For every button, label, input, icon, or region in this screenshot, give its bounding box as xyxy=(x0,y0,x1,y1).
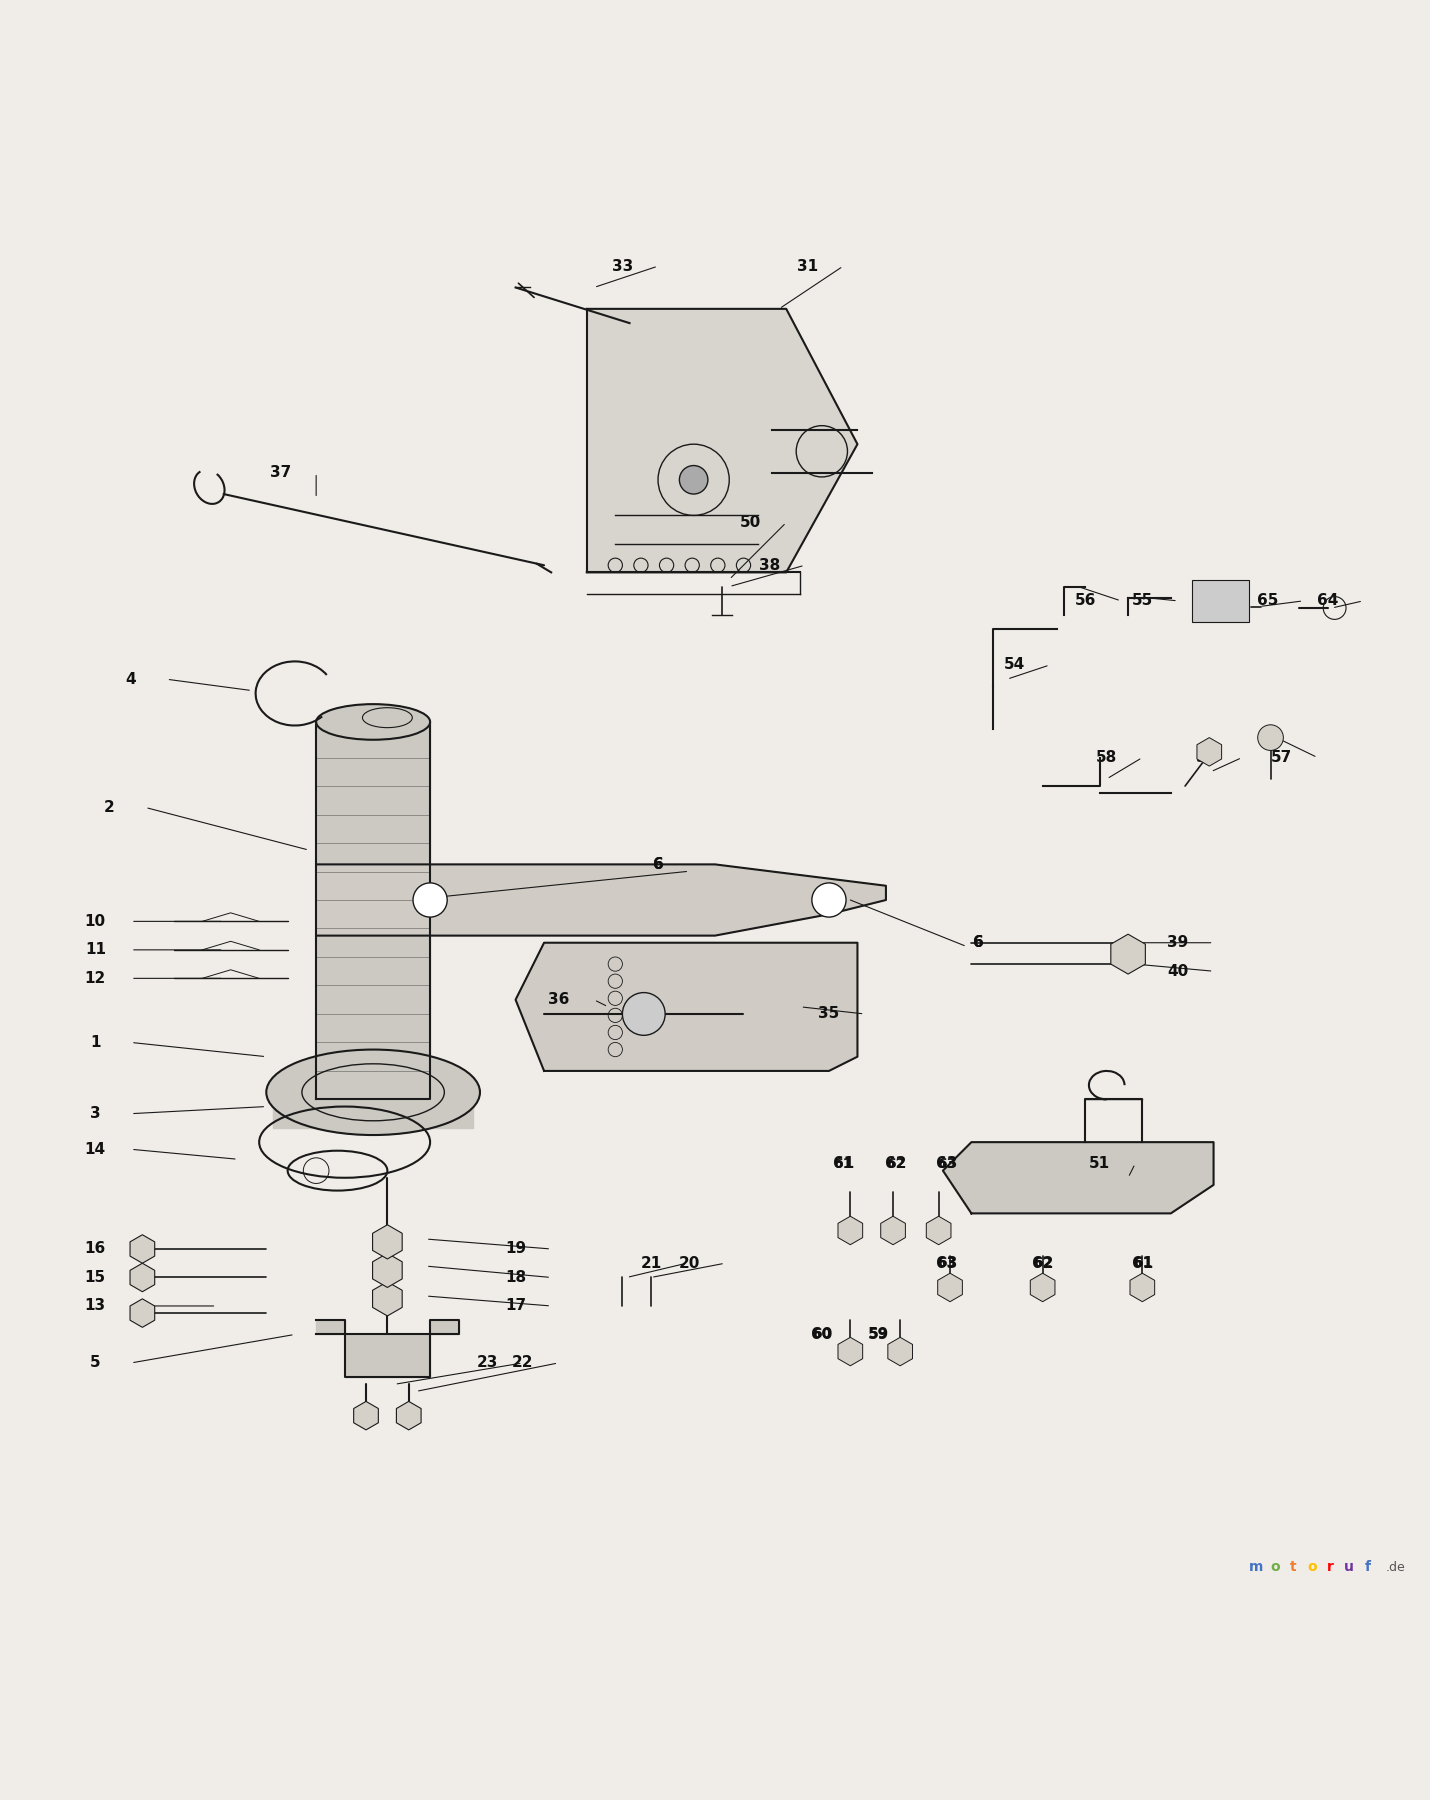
Circle shape xyxy=(679,466,708,493)
Text: o: o xyxy=(1307,1561,1317,1573)
Polygon shape xyxy=(316,864,887,936)
Text: .de: .de xyxy=(1386,1561,1406,1573)
Text: 35: 35 xyxy=(818,1006,839,1021)
Text: 33: 33 xyxy=(612,259,633,274)
Text: 53: 53 xyxy=(1195,594,1217,608)
Polygon shape xyxy=(516,943,858,1071)
Text: 13: 13 xyxy=(84,1298,106,1314)
Text: 15: 15 xyxy=(84,1271,106,1285)
Bar xyxy=(1193,580,1250,623)
Text: 63: 63 xyxy=(938,1157,957,1170)
Text: 18: 18 xyxy=(505,1271,526,1285)
Text: 6: 6 xyxy=(652,857,664,871)
Polygon shape xyxy=(273,1093,473,1129)
Text: 61: 61 xyxy=(834,1157,852,1170)
Text: 65: 65 xyxy=(1257,594,1278,608)
Text: 19: 19 xyxy=(505,1242,526,1256)
Text: m: m xyxy=(1248,1561,1264,1573)
Text: o: o xyxy=(1270,1561,1280,1573)
Polygon shape xyxy=(316,722,430,1100)
Ellipse shape xyxy=(266,1049,480,1136)
Text: 4: 4 xyxy=(126,671,136,688)
Circle shape xyxy=(812,884,847,916)
Ellipse shape xyxy=(316,704,430,740)
Text: 59: 59 xyxy=(869,1327,888,1341)
Text: 50: 50 xyxy=(739,515,761,529)
Text: 22: 22 xyxy=(512,1355,533,1370)
Text: 38: 38 xyxy=(758,558,779,572)
Text: 20: 20 xyxy=(679,1256,701,1271)
Text: 6: 6 xyxy=(974,936,984,950)
Text: 3: 3 xyxy=(90,1107,100,1121)
Text: 62: 62 xyxy=(1032,1256,1052,1271)
Text: 14: 14 xyxy=(84,1141,106,1157)
Text: 60: 60 xyxy=(811,1327,832,1343)
Circle shape xyxy=(1258,725,1283,751)
Text: 56: 56 xyxy=(1075,594,1095,608)
Text: 62: 62 xyxy=(885,1156,907,1172)
Polygon shape xyxy=(586,310,858,572)
Text: 6: 6 xyxy=(652,857,664,871)
Text: 39: 39 xyxy=(1167,936,1188,950)
Text: 10: 10 xyxy=(84,914,106,929)
Polygon shape xyxy=(316,1319,459,1377)
Text: 57: 57 xyxy=(1271,751,1293,765)
Text: 6: 6 xyxy=(974,936,984,950)
Text: 64: 64 xyxy=(1317,594,1338,608)
Text: 1: 1 xyxy=(90,1035,100,1049)
Text: 12: 12 xyxy=(84,970,106,986)
Circle shape xyxy=(413,884,448,916)
Text: r: r xyxy=(1327,1561,1334,1573)
Text: 61: 61 xyxy=(1131,1256,1153,1271)
Text: 62: 62 xyxy=(1032,1256,1054,1271)
Text: 55: 55 xyxy=(1131,594,1153,608)
Text: 61: 61 xyxy=(832,1156,854,1172)
Text: 21: 21 xyxy=(641,1256,662,1271)
Text: 37: 37 xyxy=(270,464,292,481)
Text: 2: 2 xyxy=(104,799,114,815)
Text: 63: 63 xyxy=(937,1156,958,1172)
Text: 54: 54 xyxy=(1004,657,1025,673)
Text: 62: 62 xyxy=(887,1157,905,1170)
Text: 58: 58 xyxy=(1097,751,1117,765)
Text: 31: 31 xyxy=(797,259,818,274)
Text: 63: 63 xyxy=(937,1256,958,1271)
Text: t: t xyxy=(1290,1561,1297,1573)
Text: 40: 40 xyxy=(1167,963,1188,979)
Text: 59: 59 xyxy=(868,1327,889,1343)
Text: 16: 16 xyxy=(84,1242,106,1256)
Text: 17: 17 xyxy=(505,1298,526,1314)
Text: u: u xyxy=(1344,1561,1354,1573)
Text: 36: 36 xyxy=(548,992,569,1008)
Text: 60: 60 xyxy=(812,1327,831,1341)
Text: 11: 11 xyxy=(84,943,106,958)
Polygon shape xyxy=(942,1143,1214,1213)
Text: 63: 63 xyxy=(938,1256,957,1271)
Text: 61: 61 xyxy=(1133,1256,1153,1271)
Text: 5: 5 xyxy=(90,1355,100,1370)
Text: f: f xyxy=(1364,1561,1370,1573)
Text: 51: 51 xyxy=(1090,1156,1110,1172)
Text: 23: 23 xyxy=(476,1355,498,1370)
Text: 52: 52 xyxy=(1195,751,1217,765)
Circle shape xyxy=(622,992,665,1035)
